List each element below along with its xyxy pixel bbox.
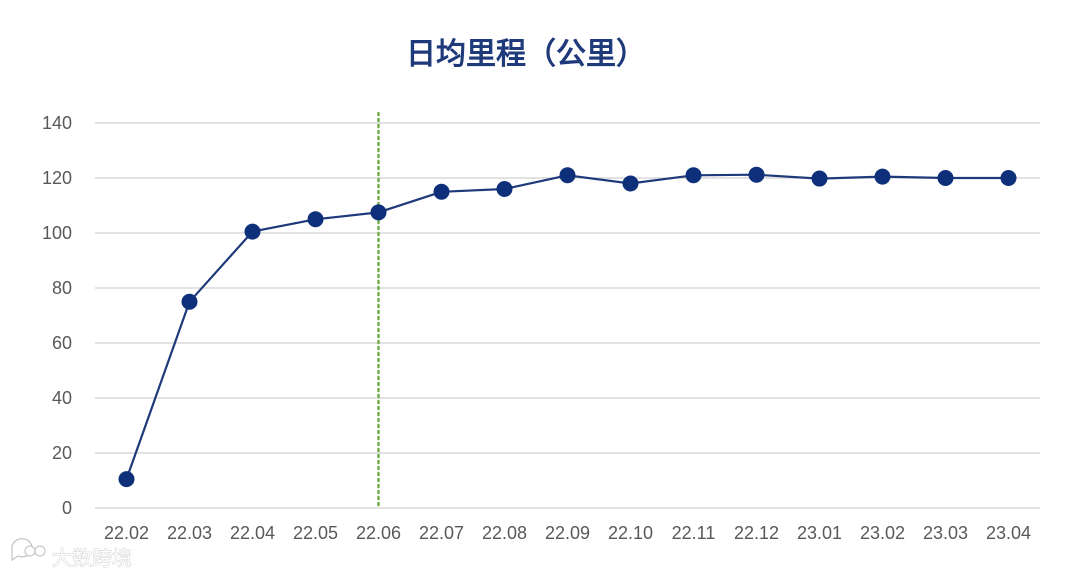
x-tick-label: 22.04 [230, 523, 275, 543]
y-tick-label: 80 [52, 278, 72, 298]
data-point [685, 167, 702, 184]
data-point [874, 168, 891, 185]
data-point [370, 204, 387, 221]
x-tick-label: 23.04 [986, 523, 1031, 543]
series-group [118, 166, 1017, 488]
data-point [559, 167, 576, 184]
data-point [748, 166, 765, 183]
x-tick-label: 23.03 [923, 523, 968, 543]
y-tick-label: 40 [52, 388, 72, 408]
series-line [125, 173, 1009, 480]
y-axis-tick-labels: 0 20 40 60 80 100 120 140 [42, 113, 72, 518]
x-tick-label: 23.02 [860, 523, 905, 543]
y-tick-label: 20 [52, 443, 72, 463]
data-point [1000, 170, 1017, 186]
x-tick-label: 22.03 [167, 523, 212, 543]
data-point [622, 175, 639, 192]
x-tick-label: 22.10 [608, 523, 653, 543]
data-point [937, 170, 954, 186]
watermark: 大数跨境 [11, 538, 132, 570]
data-point [811, 170, 828, 187]
chat-bubble-logo-icon [11, 538, 46, 562]
x-tick-label: 22.02 [104, 523, 149, 543]
x-tick-label: 23.01 [797, 523, 842, 543]
data-point [181, 293, 198, 310]
x-tick-label: 22.08 [482, 523, 527, 543]
y-tick-label: 0 [62, 498, 72, 518]
watermark-text: 大数跨境 [52, 546, 132, 570]
y-tick-label: 100 [42, 223, 72, 243]
y-tick-label: 120 [42, 168, 72, 188]
x-tick-label: 22.09 [545, 523, 590, 543]
x-tick-label: 22.07 [419, 523, 464, 543]
x-tick-label: 22.05 [293, 523, 338, 543]
data-point [433, 183, 450, 200]
data-point [118, 471, 135, 488]
x-tick-label: 22.12 [734, 523, 779, 543]
x-tick-label: 22.06 [356, 523, 401, 543]
data-point [496, 181, 513, 197]
data-point [244, 223, 261, 240]
x-tick-label: 22.11 [672, 523, 716, 543]
chart-title: 日均里程（公里） [406, 37, 646, 72]
y-tick-label: 60 [52, 333, 72, 353]
data-point [307, 211, 324, 228]
x-axis-tick-labels: 22.02 22.03 22.04 22.05 22.06 22.07 22.08 22.09… [104, 523, 1031, 543]
y-tick-label: 140 [42, 113, 72, 133]
